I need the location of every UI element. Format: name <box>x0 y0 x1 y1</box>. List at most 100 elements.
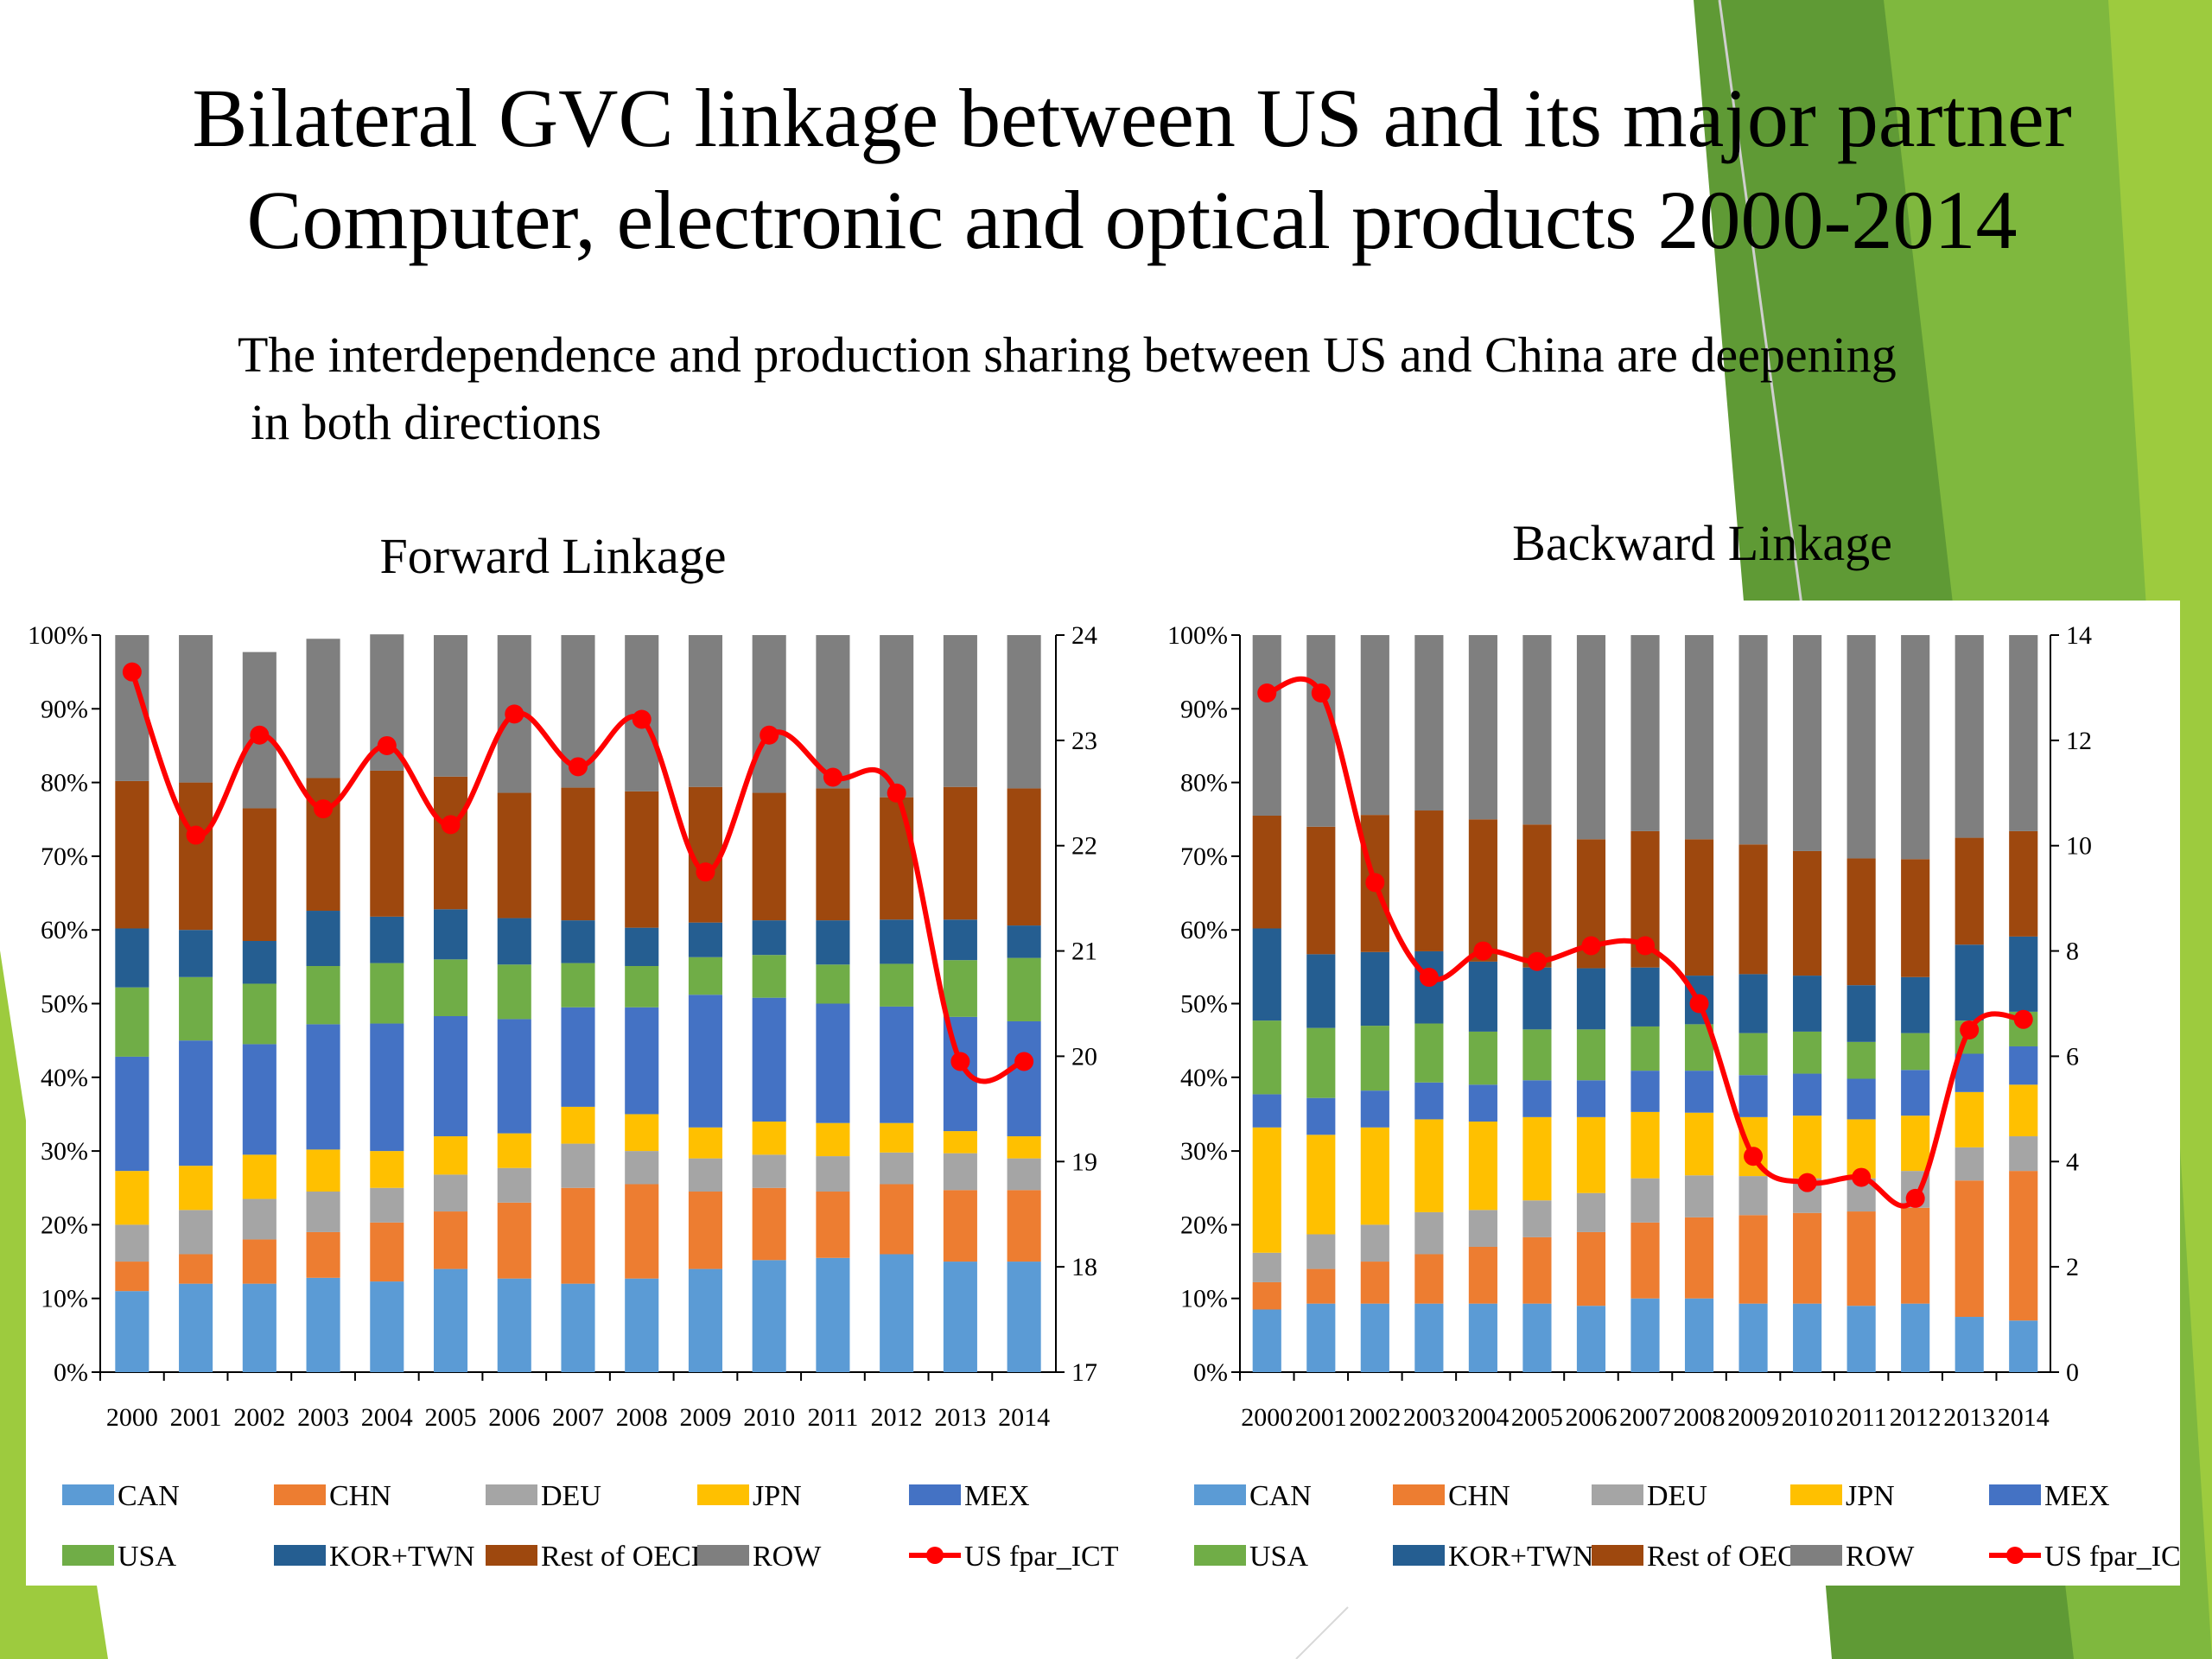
bar-deu-2010 <box>752 1154 786 1188</box>
legend-label-deu: DEU <box>1647 1480 1707 1512</box>
bar-stack-2014 <box>2009 635 2038 1372</box>
bar-jpn-2013 <box>943 1131 977 1154</box>
bar-row-2003 <box>306 639 340 779</box>
bar-deu-2001 <box>1306 1234 1336 1269</box>
bar-row-2012 <box>1901 635 1930 860</box>
y-right-tick-label: 10 <box>2066 832 2092 861</box>
bar-stack-2013 <box>1955 635 1984 1372</box>
line-point-2000 <box>122 662 142 682</box>
bar-can-2004 <box>1468 1303 1497 1372</box>
bar-jpn-2002 <box>242 1154 276 1199</box>
bar-deu-2004 <box>370 1187 404 1223</box>
bar-row-2010 <box>1793 635 1822 851</box>
x-tick-label-2006: 2006 <box>488 1403 540 1432</box>
bar-chn-2002 <box>1360 1262 1389 1304</box>
bar-row-2002 <box>1360 635 1389 816</box>
bar-row-2004 <box>1468 635 1497 820</box>
bar-kor-twn-2008 <box>625 927 659 966</box>
bar-deu-2002 <box>1360 1224 1389 1262</box>
legend-swatch-jpn <box>697 1484 749 1505</box>
bar-jpn-2007 <box>1630 1111 1660 1179</box>
bar-chn-2014 <box>1007 1190 1041 1262</box>
bar-rest-of-oecd-2005 <box>1522 824 1552 968</box>
bar-stack-2005 <box>433 635 468 1372</box>
legend-label-jpn: JPN <box>1846 1480 1895 1512</box>
bar-deu-2006 <box>1576 1192 1606 1232</box>
bar-rest-of-oecd-2005 <box>433 776 468 910</box>
bar-mex-2006 <box>497 1019 531 1134</box>
bar-usa-2004 <box>1468 1031 1497 1085</box>
backward-linkage-chart: 0% 10% 20% 30% 40% 50% 60% 70% 80% 90% 100% 0 2 4 6 8 10… <box>1167 621 2199 1573</box>
decorative-line <box>1718 0 1803 606</box>
bar-deu-2012 <box>880 1152 914 1185</box>
bar-mex-2002 <box>1360 1090 1389 1128</box>
bar-deu-2014 <box>2009 1136 2038 1172</box>
bar-jpn-2008 <box>1684 1112 1714 1176</box>
bar-usa-2003 <box>1414 1023 1444 1083</box>
bar-jpn-2014 <box>2009 1084 2038 1137</box>
bar-usa-2011 <box>1847 1041 1876 1079</box>
x-tick-label-2008: 2008 <box>616 1403 668 1432</box>
bar-kor-twn-2003 <box>306 911 340 966</box>
bar-mex-2008 <box>625 1007 659 1115</box>
bar-stack-2014 <box>1007 635 1041 1372</box>
y-left-tick-label: 10% <box>1180 1285 1228 1313</box>
line-point-2005 <box>441 815 461 835</box>
bar-mex-2012 <box>1901 1070 1930 1116</box>
slide-subtitle: The interdependence and production shari… <box>238 321 2139 456</box>
bar-chn-2007 <box>561 1187 595 1284</box>
legend-swatch-can <box>1194 1484 1246 1505</box>
x-tick-label-2012: 2012 <box>871 1403 923 1432</box>
line-point-2013 <box>1960 1020 1980 1039</box>
bar-usa-2009 <box>1738 1033 1768 1076</box>
x-tick-label-2003: 2003 <box>297 1403 349 1432</box>
bar-kor-twn-2006 <box>1576 968 1606 1030</box>
bar-deu-2008 <box>625 1151 659 1185</box>
bar-mex-2005 <box>433 1016 468 1137</box>
bar-chn-2005 <box>433 1211 468 1269</box>
bar-jpn-2008 <box>625 1114 659 1152</box>
bar-kor-twn-2010 <box>1793 976 1822 1032</box>
bar-can-2004 <box>370 1281 404 1372</box>
legend-swatch-rest-of-oecd <box>1592 1545 1643 1566</box>
subtitle-line1: The interdependence and production shari… <box>238 327 1897 383</box>
legend-swatch-row <box>1790 1545 1842 1566</box>
bar-stack-2012 <box>880 635 914 1372</box>
bar-usa-2011 <box>816 964 850 1004</box>
forward-chart-panel: 0% 10% 20% 30% 40% 50% 60% 70% 80% 90% 100% 17 18 19 2… <box>26 601 1149 1586</box>
bar-can-2007 <box>1630 1298 1660 1372</box>
bar-jpn-2005 <box>433 1136 468 1175</box>
bar-deu-2004 <box>1468 1210 1497 1247</box>
y-right-tick-label: 20 <box>1071 1042 1097 1071</box>
y-left-tick-label: 30% <box>41 1137 88 1166</box>
bar-chn-2007 <box>1630 1222 1660 1299</box>
bar-deu-2003 <box>1414 1211 1444 1255</box>
bar-stack-2010 <box>1793 635 1822 1372</box>
bar-rest-of-oecd-2014 <box>2009 830 2038 937</box>
bar-row-2013 <box>943 635 977 787</box>
bar-mex-2011 <box>816 1003 850 1123</box>
line-point-2002 <box>1365 873 1385 893</box>
bar-chn-2000 <box>115 1262 149 1292</box>
bar-kor-twn-2009 <box>688 922 723 957</box>
legend-label-chn: CHN <box>1448 1480 1510 1512</box>
bar-kor-twn-2013 <box>943 919 977 961</box>
x-tick-label-2010: 2010 <box>743 1403 795 1432</box>
bar-stack-2004 <box>370 634 404 1372</box>
bar-can-2006 <box>1576 1306 1606 1372</box>
legend-swatch-chn <box>274 1484 326 1505</box>
line-point-2000 <box>1257 683 1277 703</box>
bar-deu-2002 <box>242 1198 276 1240</box>
legend-swatch-chn <box>1393 1484 1445 1505</box>
x-tick-label-2007: 2007 <box>1619 1403 1671 1432</box>
legend-label-row: ROW <box>753 1541 822 1573</box>
x-tick-label-2013: 2013 <box>934 1403 986 1432</box>
bar-chn-2012 <box>880 1184 914 1255</box>
bar-usa-2007 <box>561 963 595 1007</box>
legend-label-row: ROW <box>1846 1541 1915 1573</box>
bar-chn-2013 <box>943 1190 977 1262</box>
bar-mex-2011 <box>1847 1078 1876 1120</box>
line-point-2001 <box>1311 683 1331 703</box>
y-left-tick-label: 40% <box>41 1064 88 1092</box>
y-left-tick-label: 50% <box>1180 990 1228 1019</box>
